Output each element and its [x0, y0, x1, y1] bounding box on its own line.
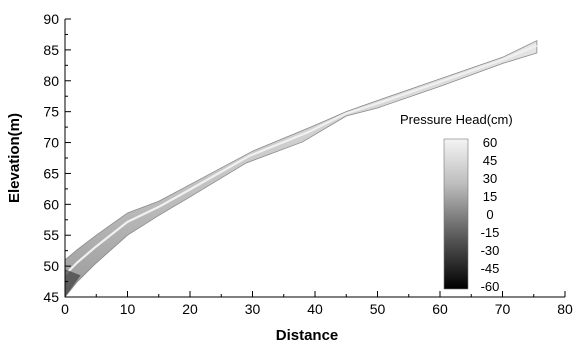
x-tick-label: 50 [370, 301, 386, 317]
band-toe-shading [65, 269, 81, 297]
colorbar-label: 15 [483, 189, 497, 204]
y-tick-label: 80 [43, 73, 59, 89]
y-tick-label: 60 [43, 196, 59, 212]
y-tick-label: 75 [43, 104, 59, 120]
x-tick-label: 60 [432, 301, 448, 317]
colorbar-label: -15 [481, 225, 500, 240]
y-tick-label: 65 [43, 165, 59, 181]
x-tick-label: 80 [557, 301, 573, 317]
colorbar-label: 0 [486, 207, 493, 222]
colorbar-label: 45 [483, 153, 497, 168]
x-tick-label: 40 [307, 301, 323, 317]
y-tick-label: 85 [43, 42, 59, 58]
y-tick-label: 50 [43, 258, 59, 274]
x-axis-title: Distance [276, 327, 339, 341]
colorbar-label: -30 [481, 243, 500, 258]
plot-area [64, 39, 538, 299]
band-highlight [64, 44, 538, 276]
axes: 0 10 20 30 40 50 60 70 80 45 50 55 60 65 70 75 80 85 90 [43, 11, 573, 317]
y-tick-label: 70 [43, 135, 59, 151]
y-tick-label: 55 [43, 227, 59, 243]
x-tick-label: 0 [61, 301, 69, 317]
x-tick-label: 30 [245, 301, 261, 317]
x-tick-label: 70 [495, 301, 511, 317]
colorbar-label: -60 [481, 279, 500, 294]
colorbar-label: -45 [481, 261, 500, 276]
colorbar-legend: Pressure Head(cm) 60 45 30 15 0 -15 -30 -45 -60 [400, 112, 513, 294]
pressure-head-band [64, 39, 538, 299]
colorbar-label: 30 [483, 171, 497, 186]
y-axis-title: Elevation(m) [6, 113, 23, 203]
colorbar [443, 138, 469, 290]
x-tick-label: 20 [182, 301, 198, 317]
colorbar-label: 60 [483, 135, 497, 150]
x-tick-label: 10 [120, 301, 136, 317]
colorbar-title: Pressure Head(cm) [400, 112, 513, 127]
y-tick-label: 90 [43, 11, 59, 27]
y-tick-label: 45 [43, 289, 59, 305]
